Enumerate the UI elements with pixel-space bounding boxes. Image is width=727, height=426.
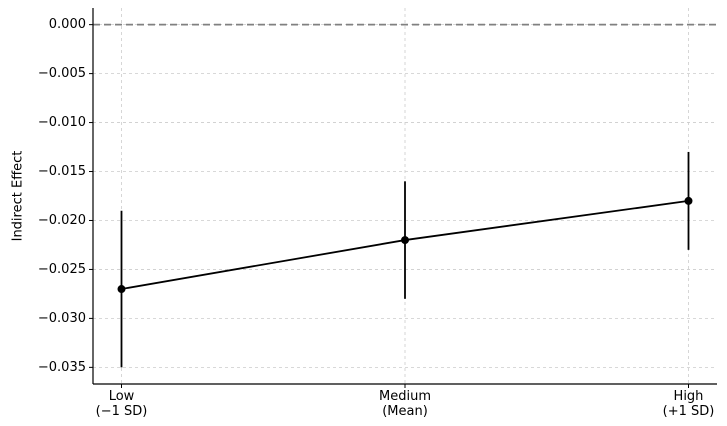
x-tick-label: High (+1 SD) (663, 389, 715, 419)
y-tick-label: −0.010 (38, 115, 86, 130)
y-tick-label: −0.015 (38, 164, 86, 179)
y-tick-label: −0.020 (38, 213, 86, 228)
y-tick-label: −0.030 (38, 311, 86, 326)
y-tick-label: 0.000 (49, 17, 86, 32)
data-point (117, 285, 126, 294)
y-tick-label: −0.035 (38, 360, 86, 375)
y-axis-label: Indirect Effect (11, 151, 26, 242)
x-tick-label: Medium (Mean) (379, 389, 431, 419)
y-tick-label: −0.025 (38, 262, 86, 277)
x-tick-label: Low (−1 SD) (96, 389, 148, 419)
data-point (401, 236, 409, 245)
data-point (684, 196, 693, 205)
y-tick-label: −0.005 (38, 66, 86, 81)
